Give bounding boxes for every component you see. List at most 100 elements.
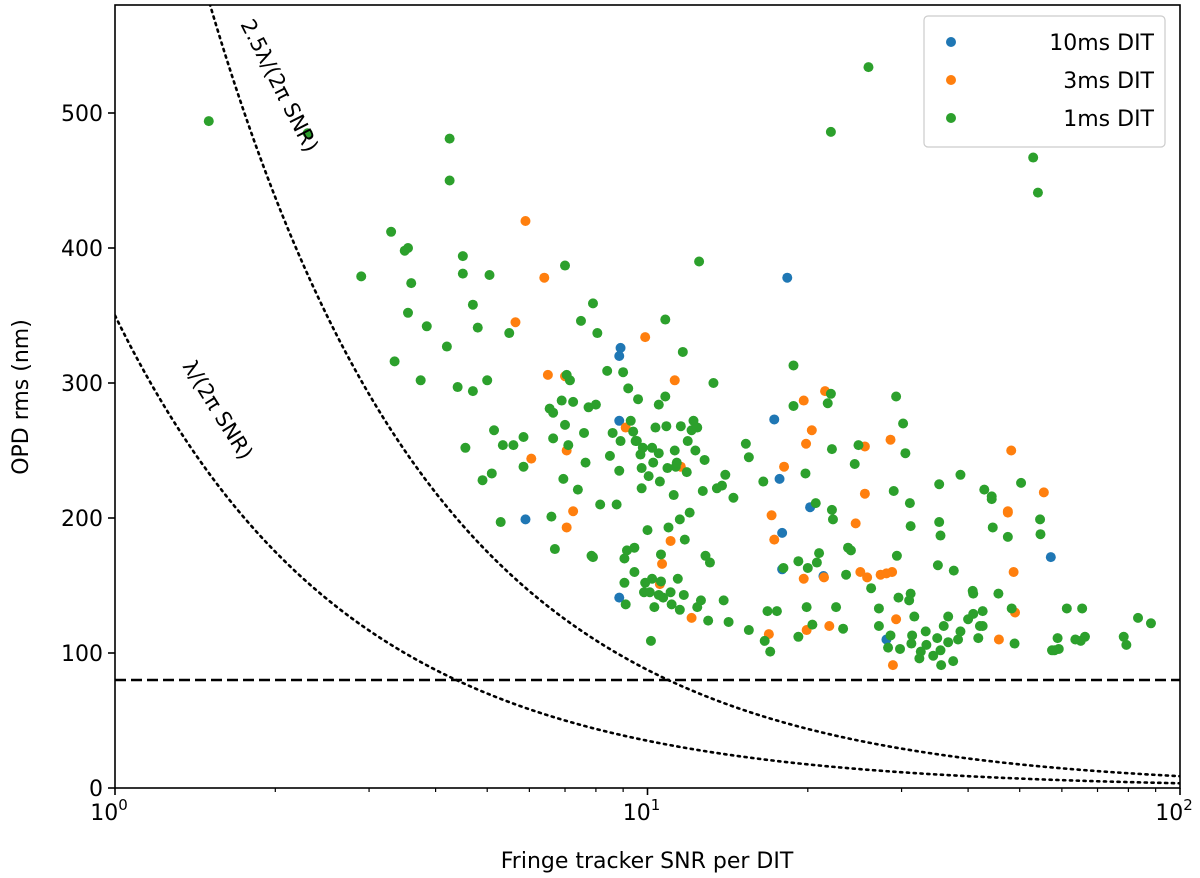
- point-1ms-dit-15: [457, 251, 468, 262]
- point-1ms-dit-133: [720, 469, 731, 480]
- point-1ms-dit-47: [579, 427, 590, 438]
- point-1ms-dit-31: [518, 461, 529, 472]
- point-3ms-dit-40: [993, 634, 1004, 645]
- legend-marker-3ms: [946, 75, 956, 85]
- point-1ms-dit-29: [508, 440, 519, 451]
- point-1ms-dit-166: [885, 630, 896, 641]
- point-1ms-dit-187: [936, 660, 947, 671]
- point-1ms-dit-205: [987, 522, 998, 533]
- point-1ms-dit-110: [674, 604, 685, 615]
- point-1ms-dit-238: [921, 639, 932, 650]
- point-1ms-dit-235: [935, 530, 946, 541]
- point-1ms-dit-120: [690, 445, 701, 456]
- point-1ms-dit-223: [1118, 631, 1129, 642]
- point-1ms-dit-81: [642, 525, 653, 536]
- point-1ms-dit-105: [669, 445, 680, 456]
- point-1ms-dit-143: [788, 360, 799, 371]
- point-3ms-dit-26: [818, 572, 829, 583]
- point-1ms-dit-38: [558, 473, 569, 484]
- point-1ms-dit-73: [629, 542, 640, 553]
- point-1ms-dit-26: [495, 517, 506, 528]
- point-1ms-dit-115: [681, 467, 692, 478]
- point-1ms-dit-192: [955, 469, 966, 480]
- point-1ms-dit-170: [893, 592, 904, 603]
- point-1ms-dit-213: [1035, 514, 1046, 525]
- legend-label-10ms: 10ms DIT: [1049, 31, 1154, 56]
- point-1ms-dit-169: [891, 550, 902, 561]
- point-1ms-dit-121: [692, 422, 703, 433]
- point-1ms-dit-112: [677, 346, 688, 357]
- point-3ms-dit-42: [1002, 506, 1013, 517]
- point-1ms-dit-210: [1016, 477, 1027, 488]
- point-1ms-dit-23: [484, 270, 495, 280]
- point-1ms-dit-82: [643, 471, 654, 482]
- point-1ms-dit-139: [758, 476, 769, 487]
- point-1ms-dit-224: [1121, 639, 1132, 650]
- point-1ms-dit-150: [810, 498, 821, 509]
- point-1ms-dit-234: [841, 569, 852, 580]
- point-1ms-dit-138: [743, 452, 754, 463]
- point-1ms-dit-122: [694, 256, 705, 267]
- point-1ms-dit-13: [444, 175, 455, 186]
- point-1ms-dit-89: [650, 422, 661, 433]
- point-1ms-dit-18: [467, 386, 478, 397]
- ref-curve-2.5lambda-over-2pi-snr: [208, 5, 1180, 778]
- point-1ms-dit-74: [633, 394, 644, 405]
- point-1ms-dit-35: [548, 433, 559, 444]
- point-1ms-dit-239: [943, 637, 954, 648]
- point-1ms-dit-111: [675, 421, 686, 432]
- point-1ms-dit-97: [660, 314, 671, 325]
- point-1ms-dit-186: [934, 517, 945, 528]
- point-1ms-dit-9: [415, 375, 426, 386]
- point-1ms-dit-90: [653, 399, 664, 410]
- point-1ms-dit-16: [457, 268, 468, 279]
- data-points: [203, 62, 1156, 671]
- point-1ms-dit-241: [778, 562, 789, 573]
- point-1ms-dit-59: [611, 499, 622, 510]
- point-1ms-dit-20: [472, 322, 483, 333]
- point-1ms-dit-153: [822, 398, 833, 409]
- point-3ms-dit-25: [806, 425, 817, 436]
- y-tick-label: 400: [61, 237, 103, 262]
- point-1ms-dit-149: [807, 619, 818, 630]
- point-1ms-dit-124: [695, 595, 706, 606]
- point-1ms-dit-178: [906, 638, 917, 649]
- point-1ms-dit-107: [671, 457, 682, 468]
- point-1ms-dit-4: [389, 356, 400, 367]
- point-1ms-dit-21: [477, 475, 488, 486]
- point-1ms-dit-191: [948, 656, 959, 667]
- y-tick-label: 300: [61, 372, 103, 397]
- point-1ms-dit-194: [955, 626, 966, 637]
- point-1ms-dit-101: [663, 522, 674, 533]
- point-1ms-dit-126: [699, 454, 710, 465]
- point-1ms-dit-28: [504, 328, 515, 339]
- point-3ms-dit-36: [885, 434, 896, 445]
- point-1ms-dit-67: [623, 383, 634, 394]
- point-1ms-dit-130: [708, 378, 719, 388]
- point-1ms-dit-76: [636, 483, 647, 494]
- point-1ms-dit-171: [895, 643, 906, 654]
- point-1ms-dit-165: [883, 642, 894, 653]
- point-1ms-dit-232: [873, 621, 884, 631]
- point-1ms-dit-225: [1133, 612, 1144, 623]
- point-1ms-dit-229: [873, 603, 884, 614]
- point-1ms-dit-84: [645, 635, 656, 646]
- point-1ms-dit-207: [1002, 531, 1013, 542]
- point-1ms-dit-72: [629, 567, 640, 577]
- x-axis-label: Fringe tracker SNR per DIT: [501, 849, 794, 874]
- point-1ms-dit-69: [628, 426, 639, 437]
- point-3ms-dit-46: [1038, 487, 1049, 498]
- point-1ms-dit-56: [602, 365, 613, 376]
- point-3ms-dit-31: [859, 488, 870, 499]
- point-1ms-dit-113: [678, 589, 689, 600]
- point-1ms-dit-206: [993, 588, 1004, 599]
- point-1ms-dit-103: [666, 599, 677, 610]
- point-1ms-dit-211: [1028, 152, 1039, 163]
- point-1ms-dit-151: [811, 557, 822, 568]
- y-axis-label: OPD rms (nm): [9, 319, 34, 475]
- point-1ms-dit-129: [703, 615, 714, 626]
- point-1ms-dit-174: [904, 498, 915, 509]
- point-1ms-dit-83: [644, 587, 655, 598]
- point-1ms-dit-179: [909, 611, 920, 622]
- point-1ms-dit-146: [800, 468, 811, 479]
